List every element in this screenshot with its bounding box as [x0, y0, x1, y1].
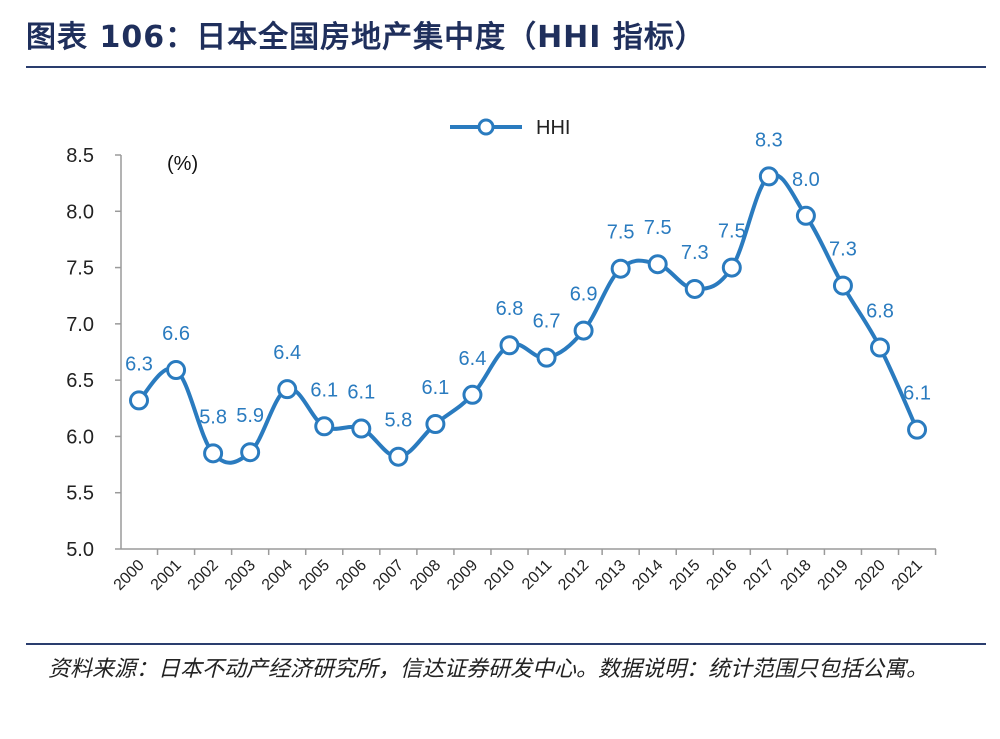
- x-tick-label: 2020: [852, 557, 889, 594]
- hhi-point-2006: [351, 418, 372, 439]
- hhi-point-2013: [610, 258, 631, 279]
- hhi-data-label-2006: 6.1: [347, 382, 375, 404]
- legend-label: HHI: [536, 117, 570, 139]
- unit-label: (%): [167, 153, 198, 175]
- hhi-point-2016: [721, 257, 742, 278]
- hhi-point-2017: [758, 166, 779, 187]
- hhi-data-label-2003: 5.9: [236, 405, 264, 427]
- hhi-data-label-2019: 7.3: [829, 239, 857, 261]
- x-tick-label: 2003: [222, 557, 259, 594]
- hhi-data-label-2010: 6.8: [496, 298, 524, 320]
- hhi-data-label-2005: 6.1: [310, 379, 338, 401]
- x-tick-label: 2015: [666, 557, 703, 594]
- hhi-point-2010: [499, 335, 520, 356]
- x-tick-label: 2000: [111, 557, 148, 594]
- chart-area: 5.0 5.5 6.0 6.5 7.0 7.5 8.0 8.5 2000 2001 2002 2003…: [0, 70, 1000, 645]
- hhi-point-2003: [240, 442, 261, 463]
- chart-title: 图表 106：日本全国房地产集中度（HHI 指标）: [26, 20, 706, 55]
- x-tick-label: 2008: [407, 557, 444, 594]
- hhi-data-label-2014: 7.5: [644, 217, 672, 239]
- hhi-data-label-2008: 6.1: [421, 377, 449, 399]
- hhi-point-2018: [795, 205, 816, 226]
- hhi-data-label-2016: 7.5: [718, 221, 746, 243]
- hhi-point-2015: [684, 278, 705, 299]
- hhi-data-label-2002: 5.8: [199, 406, 227, 428]
- title-divider: [26, 66, 986, 68]
- source-note: 资料来源：日本不动产经济研究所，信达证券研发中心。数据说明：统计范围只包括公寓。: [48, 657, 929, 682]
- hhi-point-2009: [462, 384, 483, 405]
- hhi-point-2019: [832, 275, 853, 296]
- y-tick-label: 7.0: [66, 314, 94, 336]
- hhi-point-2007: [388, 446, 409, 467]
- hhi-point-2011: [536, 347, 557, 368]
- x-tick-label: 2013: [592, 557, 629, 594]
- hhi-point-2014: [647, 254, 668, 275]
- x-tick-label: 2019: [815, 557, 852, 594]
- hhi-point-2002: [203, 443, 224, 464]
- y-tick-label: 5.5: [66, 483, 94, 505]
- x-tick-label: 2021: [889, 557, 926, 594]
- hhi-point-2008: [425, 414, 446, 435]
- y-tick-label: 6.0: [66, 426, 94, 448]
- y-tick-label: 5.0: [66, 539, 94, 561]
- y-tick-label: 7.5: [66, 258, 94, 280]
- hhi-data-label-2012: 6.9: [570, 284, 598, 306]
- legend-marker: [477, 118, 495, 136]
- hhi-data-label-2009: 6.4: [459, 348, 487, 370]
- hhi-data-label-2007: 5.8: [384, 410, 412, 432]
- x-tick-label: 2010: [481, 557, 518, 594]
- hhi-data-label-2013: 7.5: [607, 222, 635, 244]
- x-tick-label: 2011: [519, 557, 555, 593]
- hhi-point-2012: [573, 320, 594, 341]
- x-tick-label: 2005: [296, 557, 333, 594]
- x-tick-label: 2002: [185, 557, 222, 594]
- hhi-data-label-2020: 6.8: [866, 300, 894, 322]
- hhi-point-2020: [870, 337, 890, 358]
- x-tick-label: 2016: [703, 557, 740, 594]
- y-tick-label: 6.5: [66, 370, 94, 392]
- x-tick-label: 2006: [333, 557, 370, 594]
- hhi-data-label-2018: 8.0: [792, 169, 820, 191]
- hhi-data-label-2001: 6.6: [162, 323, 190, 345]
- x-tick-label: 2017: [740, 557, 777, 594]
- hhi-data-label-2011: 6.7: [533, 311, 561, 333]
- x-tick-label: 2007: [370, 557, 407, 594]
- y-tick-label: 8.5: [66, 145, 94, 167]
- x-tick-label: 2004: [259, 557, 296, 594]
- hhi-data-label-2004: 6.4: [273, 342, 301, 364]
- x-tick-label: 2012: [555, 557, 592, 594]
- hhi-line-chart: 5.0 5.5 6.0 6.5 7.0 7.5 8.0 8.5 2000 2001 2002 2003…: [66, 117, 937, 594]
- hhi-point-2005: [314, 416, 335, 437]
- hhi-point-2001: [166, 360, 187, 381]
- x-tick-label: 2001: [148, 557, 185, 594]
- y-tick-label: 8.0: [66, 201, 94, 223]
- hhi-data-label-2017: 8.3: [755, 129, 783, 151]
- source-divider: [26, 643, 986, 645]
- hhi-data-label-2015: 7.3: [681, 242, 709, 264]
- hhi-data-label-2000: 6.3: [125, 353, 153, 375]
- x-tick-label: 2009: [444, 557, 481, 594]
- x-tick-label: 2018: [778, 557, 815, 594]
- hhi-point-2021: [907, 419, 928, 440]
- x-tick-label: 2014: [629, 557, 666, 594]
- hhi-point-2000: [129, 390, 149, 411]
- hhi-point-2004: [277, 379, 298, 400]
- hhi-data-label-2021: 6.1: [903, 383, 931, 405]
